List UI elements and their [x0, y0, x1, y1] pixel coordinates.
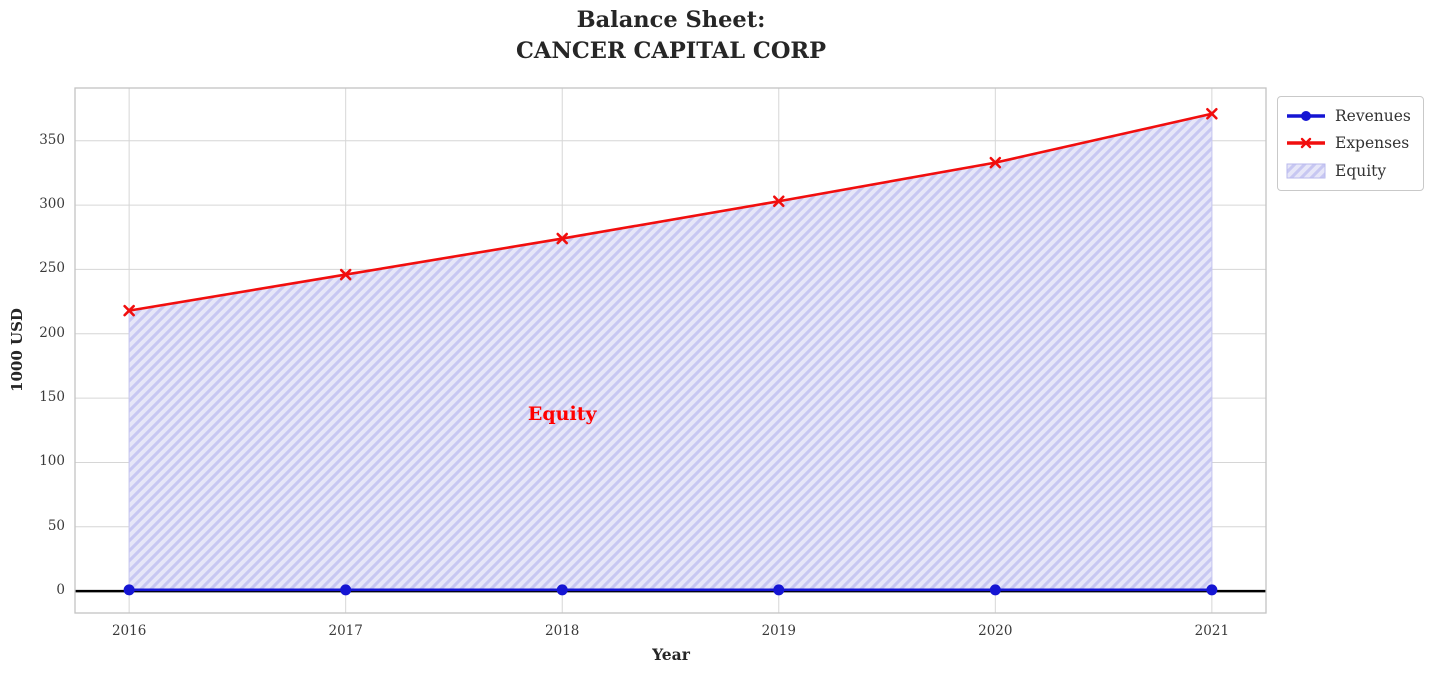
x-tick-label: 2020 [978, 623, 1013, 639]
revenues-marker [989, 584, 1001, 596]
y-tick-label: 350 [39, 131, 65, 148]
chart-title-line2: CANCER CAPITAL CORP [515, 38, 827, 64]
expenses-marker [339, 268, 352, 281]
x-tick-label: 2017 [328, 623, 363, 639]
revenues-marker [1206, 584, 1218, 596]
revenues-marker [556, 584, 568, 596]
expenses-marker [1206, 107, 1218, 120]
revenues-marker [340, 584, 352, 596]
y-tick-label: 0 [56, 582, 65, 599]
x-tick-label: 2018 [545, 623, 580, 639]
y-tick-label: 100 [39, 453, 65, 470]
y-tick-label: 50 [47, 517, 65, 534]
legend-item-expenses: Expenses [1286, 130, 1411, 158]
x-tick-label: 2019 [761, 623, 796, 639]
legend-item-label: Equity [1335, 161, 1387, 180]
equity-legend-swatch-icon [1286, 163, 1326, 179]
revenues-marker [773, 584, 785, 596]
equity-fill-polygon [128, 113, 1213, 591]
expenses-marker [772, 195, 785, 208]
revenues-marker [123, 584, 135, 596]
expenses-marker [556, 232, 569, 245]
chart-title-line1: Balance Sheet: [576, 7, 766, 33]
revenues-legend-swatch-icon [1286, 108, 1326, 124]
chart-title: Balance Sheet: CANCER CAPITAL CORP [0, 5, 1342, 67]
y-tick-label: 250 [39, 260, 65, 277]
x-axis-label: Year [652, 645, 690, 664]
y-axis-label: 1000 USD [8, 308, 26, 392]
expenses-marker [123, 304, 135, 317]
equity-area [128, 113, 1213, 591]
expenses-marker [989, 156, 1002, 169]
legend-item-label: Expenses [1335, 134, 1410, 153]
equity-annotation: Equity [527, 402, 597, 425]
plot-border [74, 87, 1267, 614]
x-tick-label: 2021 [1194, 623, 1230, 639]
y-tick-label: 200 [39, 324, 65, 341]
legend-item-label: Revenues [1335, 106, 1411, 125]
legend-item-equity: Equity [1286, 157, 1411, 185]
expenses-line [127, 112, 1214, 312]
x-tick-label: 2016 [111, 623, 147, 639]
expenses-legend-swatch-icon [1286, 135, 1326, 151]
y-tick-label: 300 [39, 196, 65, 213]
legend: Revenues Expenses Equity [1277, 96, 1424, 191]
legend-item-revenues: Revenues [1286, 102, 1411, 130]
y-tick-label: 150 [39, 389, 65, 406]
series-lines [127, 112, 1214, 592]
series-markers [123, 107, 1218, 596]
